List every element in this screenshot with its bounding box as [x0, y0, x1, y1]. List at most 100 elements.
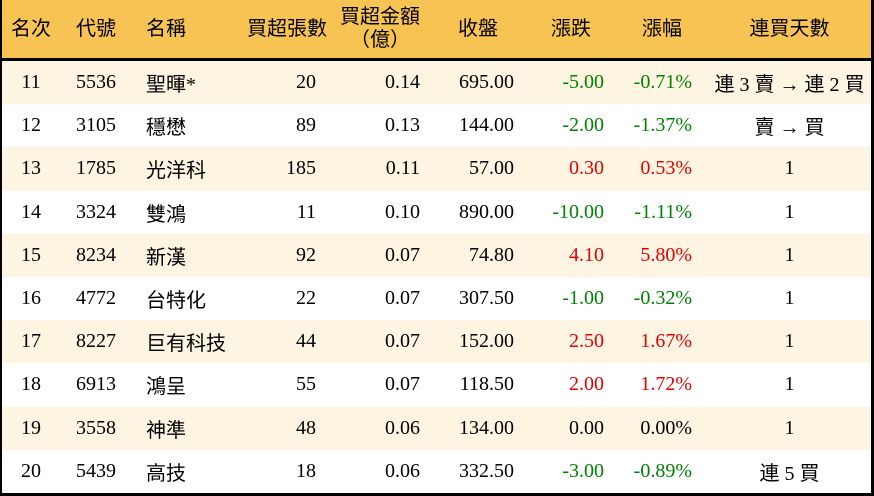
streak-days-cell: 1: [784, 243, 795, 266]
code-cell: 6913: [76, 373, 116, 396]
table-row: 20 5439 高技 18 0.06 332.50 -3.00 -0.89% 連…: [2, 450, 871, 493]
code-cell: 3324: [76, 200, 116, 223]
close-price-cell: 152.00: [459, 330, 514, 353]
table-row: 15 8234 新漢 92 0.07 74.80 4.10 5.80% 1: [2, 233, 871, 277]
change-cell: -2.00: [562, 114, 604, 137]
rank-cell: 14: [21, 200, 41, 223]
code-cell: 5439: [76, 459, 116, 482]
change-pct-cell: -0.32%: [633, 287, 692, 310]
buy-volume-cell: 18: [296, 459, 316, 482]
streak-days-cell: 1: [784, 373, 795, 396]
buy-volume-cell: 89: [296, 114, 316, 137]
table-row: 11 5536 聖暉* 20 0.14 695.00 -5.00 -0.71% …: [2, 59, 871, 105]
header-buy-amount-line1: 買超金額: [340, 6, 420, 28]
close-price-cell: 118.50: [459, 373, 514, 396]
change-cell: 0.00: [569, 416, 604, 439]
close-price-cell: 307.50: [459, 287, 514, 310]
streak-days-cell: 1: [784, 287, 795, 310]
close-price-cell: 695.00: [459, 71, 514, 94]
streak-days-cell: 1: [784, 200, 795, 223]
change-cell: 0.30: [569, 157, 604, 180]
table-row: 14 3324 雙鴻 11 0.10 890.00 -10.00 -1.11% …: [2, 191, 871, 234]
rank-cell: 19: [21, 416, 41, 439]
change-cell: -5.00: [562, 71, 604, 94]
change-pct-cell: 0.00%: [640, 416, 692, 439]
close-price-cell: 74.80: [469, 243, 514, 266]
change-pct-cell: -0.71%: [633, 71, 692, 94]
stock-name-cell: 聖暉*: [146, 74, 196, 97]
buy-amount-cell: 0.14: [385, 71, 420, 94]
close-price-cell: 134.00: [459, 416, 514, 439]
streak-days-cell: 1: [784, 416, 795, 439]
rank-cell: 16: [21, 287, 41, 310]
header-stock-name: 名稱: [132, 0, 244, 61]
close-price-cell: 144.00: [459, 114, 514, 137]
code-cell: 5536: [76, 71, 116, 94]
change-cell: -3.00: [562, 459, 604, 482]
stock-name-cell: 鴻呈: [146, 376, 186, 399]
code-cell: 8234: [76, 243, 116, 266]
header-rank: 名次: [2, 0, 60, 61]
change-cell: -10.00: [552, 200, 604, 223]
rank-cell: 12: [21, 114, 41, 137]
buy-volume-cell: 92: [296, 243, 316, 266]
table-row: 12 3105 穩懋 89 0.13 144.00 -2.00 -1.37% 賣…: [2, 104, 871, 147]
change-cell: -1.00: [562, 287, 604, 310]
code-cell: 3558: [76, 416, 116, 439]
stock-name-cell: 巨有科技: [146, 333, 226, 356]
stock-name-cell: 台特化: [146, 290, 206, 313]
table-row: 18 6913 鴻呈 55 0.07 118.50 2.00 1.72% 1: [2, 363, 871, 406]
code-cell: 8227: [76, 330, 116, 353]
change-pct-cell: 0.53%: [640, 157, 692, 180]
rank-cell: 18: [21, 373, 41, 396]
streak-days-cell: 1: [784, 157, 795, 180]
change-pct-cell: -1.37%: [633, 114, 692, 137]
stock-name-cell: 穩懋: [146, 117, 186, 140]
close-price-cell: 332.50: [459, 459, 514, 482]
buy-amount-cell: 0.11: [385, 157, 420, 180]
close-price-cell: 890.00: [459, 200, 514, 223]
header-code: 代號: [60, 0, 132, 61]
buy-amount-cell: 0.06: [385, 459, 420, 482]
change-cell: 4.10: [569, 243, 604, 266]
stock-name-cell: 光洋科: [146, 160, 206, 183]
header-streak-days: 連買天數: [708, 0, 871, 61]
header-change-pct: 漲幅: [616, 0, 708, 61]
code-cell: 1785: [76, 157, 116, 180]
buy-volume-cell: 11: [296, 200, 316, 223]
stock-name-cell: 高技: [146, 462, 186, 485]
streak-days-cell: 賣 → 買: [754, 117, 825, 140]
buy-amount-cell: 0.07: [385, 287, 420, 310]
change-pct-cell: -1.11%: [634, 200, 692, 223]
header-buy-amount: 買超金額 （億）: [330, 0, 430, 61]
change-pct-cell: 5.80%: [640, 243, 692, 266]
rank-cell: 11: [21, 71, 41, 94]
table-row: 16 4772 台特化 22 0.07 307.50 -1.00 -0.32% …: [2, 277, 871, 320]
table-row: 17 8227 巨有科技 44 0.07 152.00 2.50 1.67% 1: [2, 320, 871, 364]
code-cell: 4772: [76, 287, 116, 310]
buy-volume-cell: 20: [296, 71, 316, 94]
change-pct-cell: -0.89%: [633, 459, 692, 482]
header-buy-volume: 買超張數: [244, 0, 330, 61]
code-cell: 3105: [76, 114, 116, 137]
buy-volume-cell: 44: [296, 330, 316, 353]
header-change: 漲跌: [526, 0, 616, 61]
buy-amount-cell: 0.07: [385, 330, 420, 353]
rank-cell: 15: [21, 243, 41, 266]
buy-amount-cell: 0.13: [385, 114, 420, 137]
streak-days-cell: 連 5 買: [759, 462, 820, 485]
stock-name-cell: 新漢: [146, 246, 186, 269]
change-pct-cell: 1.67%: [640, 330, 692, 353]
streak-days-cell: 1: [784, 330, 795, 353]
header-close: 收盤: [430, 0, 526, 61]
stock-name-cell: 神準: [146, 419, 186, 442]
buy-volume-cell: 48: [296, 416, 316, 439]
change-pct-cell: 1.72%: [640, 373, 692, 396]
change-cell: 2.50: [569, 330, 604, 353]
table-header-row: 名次 代號 名稱 買超張數 買超金額 （億） 收盤 漲跌 漲幅 連買天數: [2, 0, 871, 61]
change-cell: 2.00: [569, 373, 604, 396]
buy-volume-cell: 185: [286, 157, 316, 180]
rank-cell: 13: [21, 157, 41, 180]
stock-name-cell: 雙鴻: [146, 203, 186, 226]
